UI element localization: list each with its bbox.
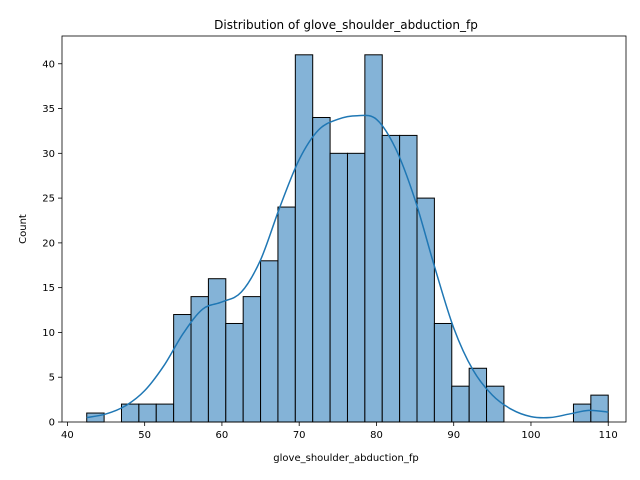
x-tick-label: 90 xyxy=(447,430,460,441)
histogram-bars xyxy=(86,54,609,423)
x-tick-label: 70 xyxy=(293,430,306,441)
histogram-bar xyxy=(346,152,366,423)
histogram-bar xyxy=(277,206,296,423)
y-tick-label: 35 xyxy=(42,104,55,115)
y-tick-label: 25 xyxy=(42,194,55,205)
histogram-bar xyxy=(312,116,331,423)
histogram-bar xyxy=(451,385,470,423)
chart-title: Distribution of glove_shoulder_abduction… xyxy=(214,18,478,32)
y-tick-label: 20 xyxy=(42,238,55,249)
x-tick-label: 60 xyxy=(216,430,229,441)
y-axis-label: Count xyxy=(18,214,29,244)
x-axis-ticks: 40 50 60 70 80 90 100 110 xyxy=(61,422,618,441)
histogram-bar xyxy=(225,322,244,423)
y-tick-label: 0 xyxy=(49,418,55,429)
y-tick-label: 5 xyxy=(49,373,55,384)
y-tick-label: 15 xyxy=(42,283,55,294)
y-tick-label: 40 xyxy=(42,59,55,70)
y-axis-ticks: 0 5 10 15 20 25 30 35 40 xyxy=(42,59,62,429)
x-tick-label: 100 xyxy=(521,430,540,441)
y-tick-label: 10 xyxy=(42,328,55,339)
histogram-bar xyxy=(260,260,279,423)
x-tick-label: 110 xyxy=(599,430,618,441)
histogram-bar xyxy=(590,394,609,423)
histogram-bar xyxy=(416,197,435,423)
x-tick-label: 50 xyxy=(138,430,151,441)
histogram-bar xyxy=(294,54,314,423)
histogram-bar xyxy=(364,54,383,423)
x-tick-label: 40 xyxy=(61,430,74,441)
x-tick-label: 80 xyxy=(370,430,383,441)
histogram-bar xyxy=(468,367,488,423)
histogram-bar xyxy=(190,296,209,423)
histogram-bar xyxy=(138,403,157,423)
histogram-bar xyxy=(155,403,175,423)
plot-frame xyxy=(61,35,627,423)
histogram-bar xyxy=(329,152,348,423)
histogram-bar xyxy=(207,278,227,423)
histogram-bar xyxy=(173,314,192,423)
kde-curve xyxy=(86,114,609,419)
x-axis-label: glove_shoulder_abduction_fp xyxy=(273,453,418,464)
y-tick-label: 30 xyxy=(42,149,55,160)
histogram-bar xyxy=(242,296,262,423)
histogram-bar xyxy=(433,322,453,423)
histogram-bar xyxy=(381,134,401,423)
